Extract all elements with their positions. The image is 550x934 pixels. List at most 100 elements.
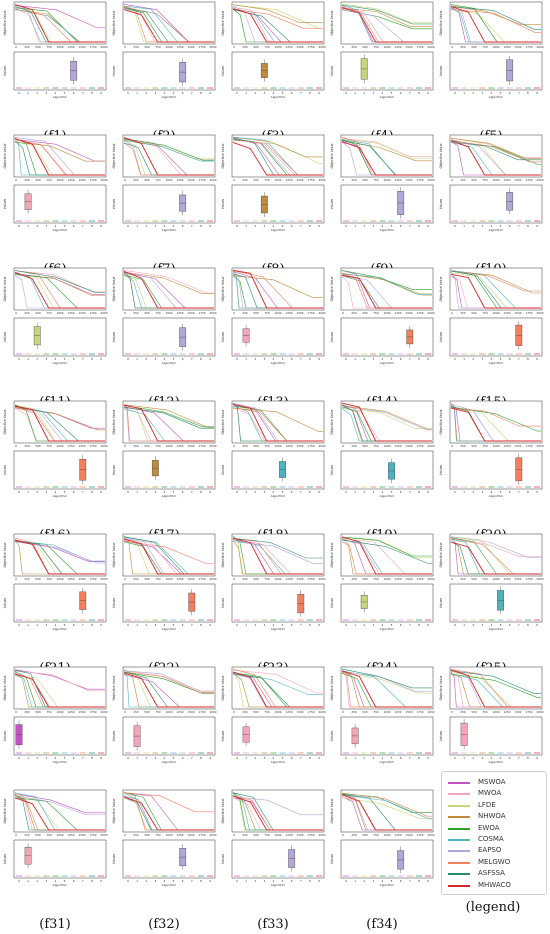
convergence-xtick: 2000 (209, 577, 216, 581)
convergence-xtick: 250 (24, 311, 30, 315)
boxplot-ylabel: Values (112, 464, 116, 475)
boxplot-ylabel: Values (112, 65, 116, 76)
boxplot-xtick: 7 (518, 357, 520, 361)
convergence-xtick: 1250 (503, 444, 510, 448)
convergence-xtick: 1750 (525, 444, 532, 448)
convergence-xtick: 250 (242, 311, 248, 315)
boxplot-ylabel: Values (439, 464, 443, 475)
boxplot-xtick: 2 (254, 756, 256, 760)
boxplot-ylabel: Values (330, 464, 334, 475)
boxplot-xtick: 7 (191, 224, 193, 228)
boxplot-xtick: 3 (372, 357, 374, 361)
convergence-xtick: 250 (24, 45, 30, 49)
convergence-xtick: 1500 (405, 577, 412, 581)
boxplot-xtick: 9 (536, 756, 538, 760)
boxplot-xtick: 2 (145, 756, 147, 760)
convergence-xtick: 750 (155, 577, 161, 581)
boxplot-xtick: 2 (363, 357, 365, 361)
boxplot-xtick: 4 (273, 357, 275, 361)
convergence-xtick: 1250 (67, 833, 74, 837)
boxplot-xtick: 4 (382, 91, 384, 95)
convergence-xtick: 750 (264, 178, 270, 182)
convergence-xtick: 2000 (100, 710, 107, 714)
convergence-xtick: 1500 (187, 311, 194, 315)
convergence-xtick: 250 (460, 710, 466, 714)
boxplot-xtick: 4 (382, 756, 384, 760)
convergence-xtick: 1750 (198, 178, 205, 182)
convergence-line-mhwaco (232, 795, 323, 831)
convergence-xtick: 1500 (78, 311, 85, 315)
boxplot-xtick: 5 (500, 91, 502, 95)
boxplot-ylabel: Values (221, 331, 225, 342)
convergence-xtick: 1500 (296, 710, 303, 714)
boxplot-xlabel: Algorithm (271, 760, 286, 764)
convergence-line-mhwaco (341, 402, 432, 442)
legend-label: COSMA (478, 835, 504, 843)
convergence-xtick: 250 (351, 444, 357, 448)
convergence-xtick: 1000 (56, 45, 63, 49)
boxplot-xtick: 6 (509, 91, 511, 95)
legend-item: NHWOA (448, 811, 544, 822)
boxplot-xlabel: Algorithm (53, 760, 68, 764)
boxplot-xtick: 8 (91, 623, 93, 627)
convergence-xtick: 1750 (198, 311, 205, 315)
boxplot-xtick: 5 (173, 623, 175, 627)
boxplot-xtick: 7 (300, 623, 302, 627)
convergence-xtick: 1500 (296, 178, 303, 182)
convergence-ylabel: Objective Value (3, 410, 7, 435)
convergence-xtick: 2000 (318, 444, 325, 448)
boxplot-ylabel: Values (112, 730, 116, 741)
convergence-xtick: 1000 (56, 577, 63, 581)
boxplot-xtick: 6 (291, 490, 293, 494)
convergence-xtick: 750 (264, 710, 270, 714)
convergence-xtick: 2000 (100, 833, 107, 837)
convergence-xtick: 1250 (176, 311, 183, 315)
convergence-line-mhwaco (450, 541, 541, 575)
convergence-xtick: 0 (451, 178, 453, 182)
convergence-line-asfssa (341, 4, 432, 25)
boxplot-xtick: 3 (154, 756, 156, 760)
subfigure-4: Objective Value 0 250 500 750 1000 1250 1500 175… (329, 0, 435, 146)
convergence-xtick: 1750 (416, 178, 423, 182)
convergence-xtick: 1500 (405, 178, 412, 182)
boxplot-frame (340, 839, 434, 879)
boxplot-xtick: 0 (345, 623, 347, 627)
convergence-line-ewoa (341, 270, 432, 290)
convergence-xtick: 0 (124, 833, 126, 837)
boxplot-xtick: 0 (18, 224, 20, 228)
convergence-xtick: 1500 (296, 833, 303, 837)
convergence-xtick: 1500 (187, 178, 194, 182)
boxplot-xtick: 7 (82, 224, 84, 228)
boxplot-frame (13, 716, 107, 756)
boxplot-ylabel: Values (330, 853, 334, 864)
convergence-xtick: 750 (482, 178, 488, 182)
convergence-xtick: 1500 (514, 710, 521, 714)
convergence-ylabel: Objective Value (221, 11, 225, 36)
convergence-line-nhwoa (232, 275, 323, 298)
boxplot-xtick: 4 (164, 224, 166, 228)
convergence-xtick: 1250 (394, 444, 401, 448)
boxplot-xtick: 8 (527, 224, 529, 228)
subfigure-14: Objective Value 0 250 500 750 1000 1250 1500 175… (329, 266, 435, 412)
boxplot-xlabel: Algorithm (380, 760, 395, 764)
convergence-xtick: 1250 (394, 178, 401, 182)
boxplot-ylabel: Values (221, 597, 225, 608)
convergence-line-mhwaco (341, 670, 432, 708)
convergence-xtick: 500 (471, 311, 477, 315)
convergence-frame (231, 666, 325, 710)
boxplot-xlabel: Algorithm (162, 760, 177, 764)
convergence-xtick: 500 (35, 577, 41, 581)
boxplot-frame (340, 184, 434, 224)
boxplot-xlabel: Algorithm (53, 883, 68, 887)
convergence-xtick: 500 (144, 444, 150, 448)
boxplot-ylabel: Values (3, 331, 7, 342)
convergence-xtick: 1500 (187, 45, 194, 49)
convergence-frame (13, 789, 107, 833)
boxplot-xtick: 3 (45, 879, 47, 883)
boxplot-xtick: 1 (245, 756, 247, 760)
convergence-xtick: 1250 (503, 311, 510, 315)
boxplot-xtick: 2 (36, 224, 38, 228)
boxplot-xtick: 3 (372, 224, 374, 228)
convergence-line-mwoa (123, 270, 214, 294)
